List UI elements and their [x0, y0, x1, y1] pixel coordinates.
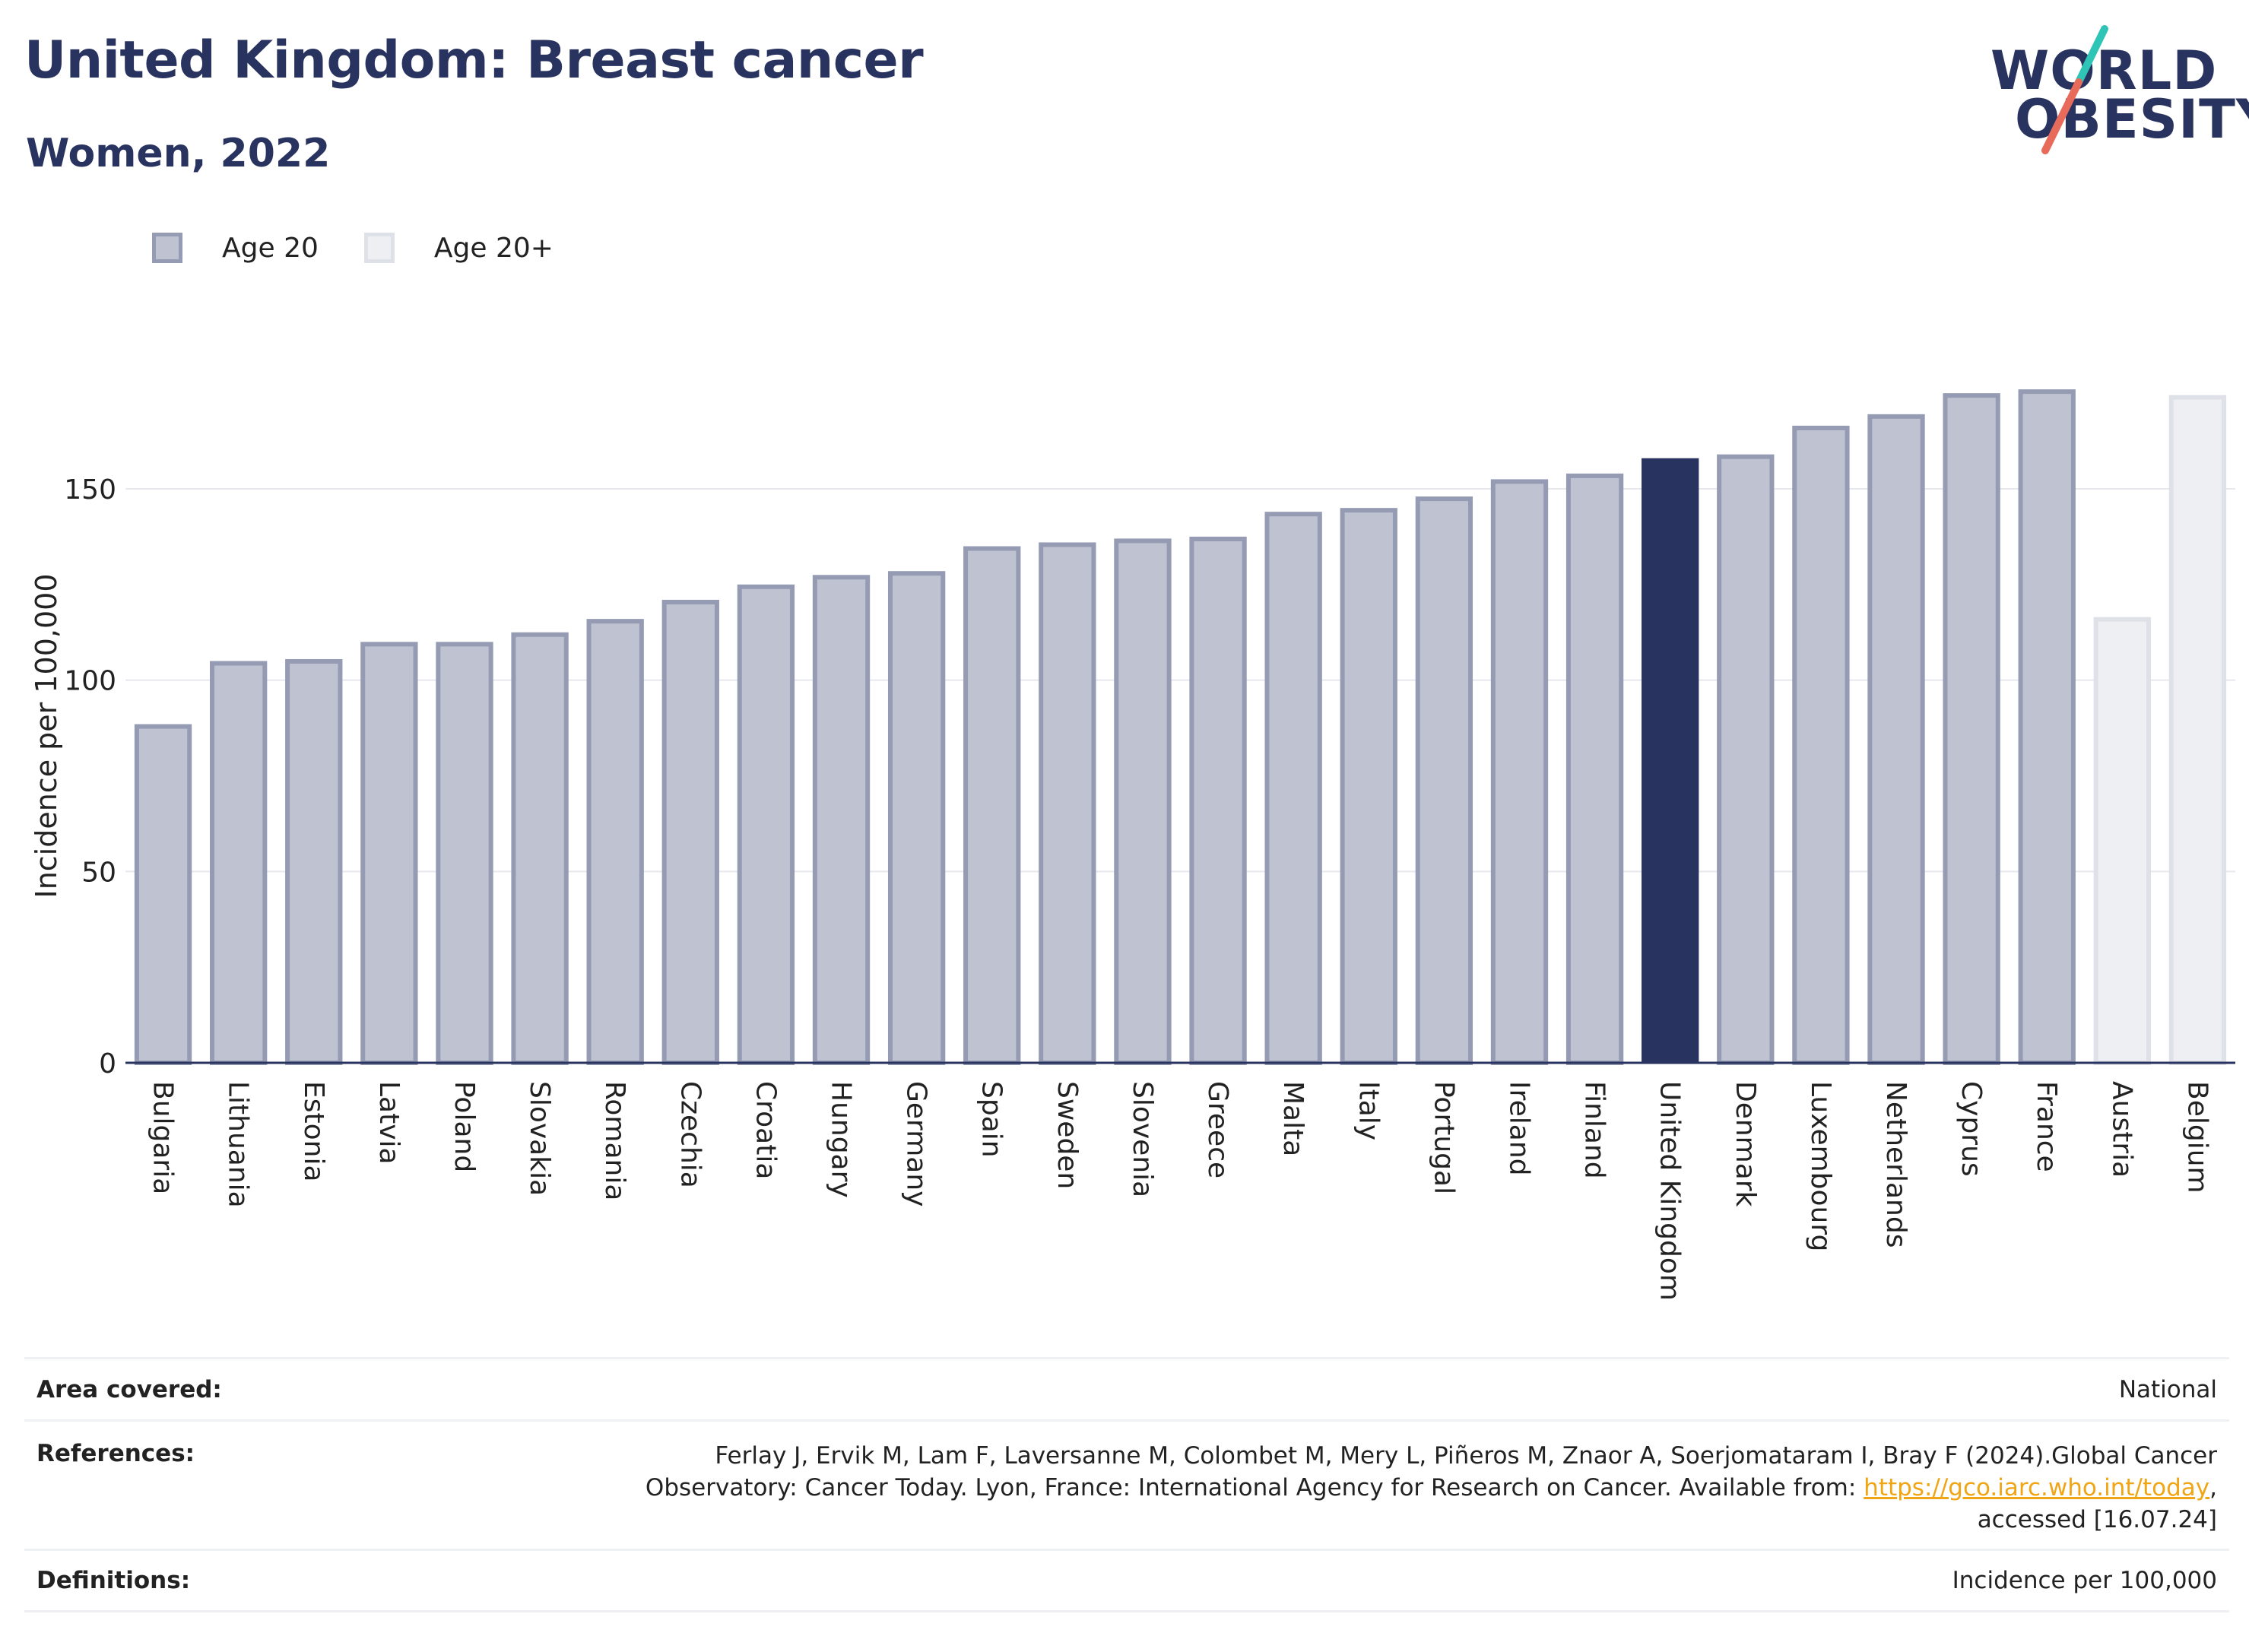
y-tick-label: 50: [81, 857, 116, 888]
bar-slovenia: [1114, 538, 1172, 1065]
world-obesity-logo: WORLD OBESITY: [1977, 23, 2249, 160]
area-covered-label: Area covered:: [36, 1375, 222, 1403]
references-line-2-end: ,: [2209, 1474, 2217, 1501]
legend-item-age-20[interactable]: Age 20: [152, 233, 319, 264]
bar-spain: [963, 546, 1021, 1065]
area-covered-value: National: [2118, 1375, 2217, 1403]
x-tick-label: Lithuania: [223, 1081, 254, 1208]
x-tick-label: Ireland: [1503, 1081, 1534, 1176]
bar-greece: [1189, 536, 1247, 1065]
x-tick-label: Bulgaria: [148, 1081, 179, 1194]
x-tick-label: Romania: [599, 1081, 630, 1200]
y-tick-label: 100: [64, 666, 116, 697]
x-tick-label: Greece: [1202, 1081, 1233, 1178]
x-tick-label: France: [2031, 1081, 2062, 1172]
x-tick-label: Belgium: [2181, 1081, 2213, 1194]
x-tick-label: Denmark: [1730, 1081, 1761, 1207]
bar-latvia: [360, 642, 418, 1066]
x-tick-label: Luxembourg: [1805, 1081, 1836, 1251]
x-tick-label: Austria: [2106, 1081, 2137, 1178]
references-value: Ferlay J, Ervik M, Lam F, Laversanne M, …: [646, 1440, 2217, 1536]
x-tick-label: Sweden: [1052, 1081, 1083, 1189]
references-line-2: Observatory: Cancer Today. Lyon, France:…: [646, 1472, 2217, 1504]
bar-poland: [436, 642, 493, 1066]
chart-legend: Age 20 Age 20+: [152, 227, 599, 269]
bar-slovakia: [511, 632, 569, 1065]
x-tick-label: Czechia: [674, 1081, 706, 1188]
bar-hungary: [812, 575, 871, 1065]
references-line-1: Ferlay J, Ervik M, Lam F, Laversanne M, …: [715, 1442, 2217, 1470]
legend-swatch-age-20: [152, 233, 182, 263]
definitions-value: Incidence per 100,000: [1952, 1567, 2217, 1594]
x-tick-label: Netherlands: [1880, 1081, 1911, 1248]
bar-netherlands: [1867, 414, 1925, 1066]
chart-footer: Area covered: National References: Ferla…: [24, 1357, 2229, 1612]
logo-slash-icon: [2041, 25, 2108, 154]
references-line-3: accessed [16.07.24]: [1977, 1506, 2217, 1533]
footer-row-references: References: Ferlay J, Ervik M, Lam F, La…: [24, 1419, 2229, 1549]
legend-swatch-age-20-plus: [363, 233, 395, 263]
legend-label-age-20: Age 20: [222, 232, 319, 264]
legend-label-age-20-plus: Age 20+: [433, 232, 554, 264]
bar-united-kingdom: [1642, 458, 1699, 1063]
bar-czechia: [661, 599, 719, 1065]
bar-cyprus: [1943, 393, 2000, 1065]
x-tick-label: Latvia: [373, 1081, 404, 1165]
references-label: References:: [36, 1440, 195, 1467]
y-tick-label: 0: [99, 1048, 116, 1080]
definitions-label: Definitions:: [36, 1567, 191, 1594]
y-tick-label: 150: [64, 474, 116, 506]
bar-italy: [1340, 508, 1397, 1065]
x-tick-label: Slovakia: [524, 1081, 555, 1196]
x-tick-label: Slovenia: [1127, 1081, 1158, 1197]
bar-sweden: [1039, 542, 1096, 1065]
bar-finland: [1565, 473, 1624, 1066]
bar-denmark: [1717, 454, 1775, 1065]
bar-lithuania: [210, 661, 268, 1065]
references-link[interactable]: https://gco.iarc.who.int/today: [1864, 1474, 2210, 1501]
page-subtitle: Women, 2022: [26, 131, 331, 176]
bar-belgium: [2168, 395, 2227, 1065]
x-tick-label: Hungary: [826, 1081, 857, 1198]
x-tick-label: Croatia: [750, 1081, 781, 1179]
y-axis-title: Incidence per 100,000: [30, 573, 63, 898]
bar-austria: [2093, 617, 2151, 1066]
x-tick-label: Spain: [976, 1081, 1007, 1158]
references-line-2-text: Observatory: Cancer Today. Lyon, France:…: [645, 1474, 1864, 1501]
legend-item-age-20-plus[interactable]: Age 20+: [363, 232, 554, 264]
bar-malta: [1264, 512, 1322, 1065]
bar-estonia: [285, 658, 343, 1065]
x-tick-label: Finland: [1579, 1081, 1610, 1179]
x-tick-label: Portugal: [1428, 1081, 1459, 1194]
x-tick-label: Germany: [901, 1081, 932, 1206]
x-tick-label: Poland: [449, 1081, 480, 1172]
footer-row-definitions: Definitions: Incidence per 100,000: [24, 1549, 2229, 1612]
bar-chart: 0 50 100 150 Incidence per 100,000 Bulgaria Li…: [30, 389, 2235, 1301]
x-tick-label: Italy: [1353, 1081, 1384, 1140]
footer-row-area: Area covered: National: [24, 1357, 2229, 1419]
page-title: United Kingdom: Breast cancer: [24, 30, 924, 90]
bar-luxembourg: [1792, 425, 1850, 1065]
bar-croatia: [737, 584, 795, 1066]
logo-line-world: WORLD: [1990, 40, 2218, 102]
bar-ireland: [1490, 479, 1549, 1065]
bar-romania: [586, 619, 644, 1065]
bar-france: [2018, 389, 2076, 1065]
x-tick-label: Cyprus: [1956, 1081, 1987, 1177]
x-tick-label: Malta: [1277, 1081, 1308, 1156]
bar-portugal: [1415, 496, 1473, 1066]
x-tick-label: United Kingdom: [1654, 1081, 1686, 1301]
bar-germany: [887, 571, 946, 1065]
x-tick-label: Estonia: [298, 1081, 329, 1182]
bar-bulgaria: [134, 724, 192, 1065]
